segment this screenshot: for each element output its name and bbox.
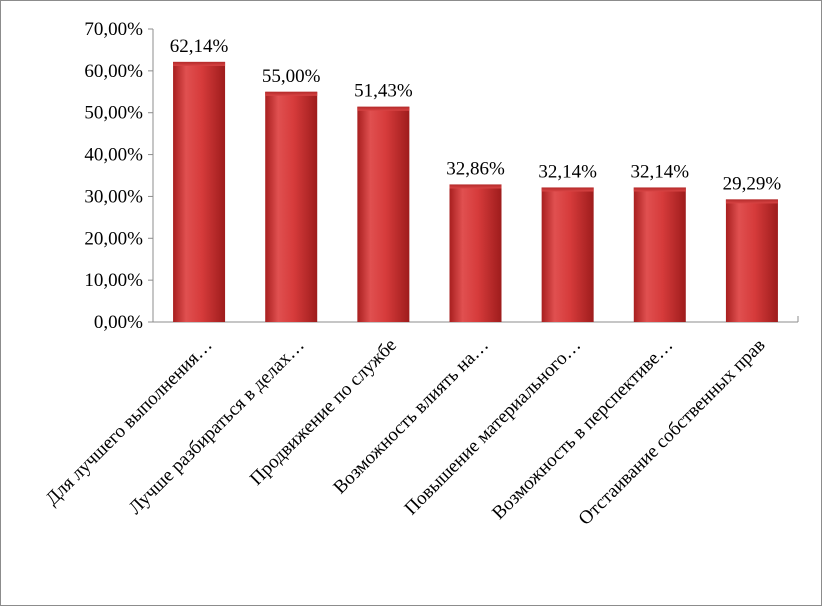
data-label: 32,86%: [446, 158, 505, 179]
bar: [173, 61, 226, 322]
y-tick-label: 60,00%: [84, 61, 143, 82]
y-tick-label: 40,00%: [84, 145, 143, 166]
data-label: 55,00%: [262, 66, 321, 87]
category-label: Возможность в перспективе…: [488, 335, 677, 524]
bar-top-bevel: [173, 61, 226, 66]
category-label: Повышение материального…: [401, 335, 586, 520]
data-label: 32,14%: [630, 161, 689, 182]
bar-top-bevel: [633, 187, 686, 192]
y-tick-label: 10,00%: [84, 270, 143, 291]
y-tick-label: 0,00%: [94, 312, 143, 333]
category-label: Возможность влиять на…: [329, 335, 493, 499]
bar: [633, 187, 686, 322]
bar: [725, 199, 778, 322]
bar-top-bevel: [357, 106, 410, 111]
y-tick-label: 20,00%: [84, 228, 143, 249]
y-tick-label: 70,00%: [84, 19, 143, 40]
category-label: Лучше разбираться в делах…: [125, 335, 309, 519]
bar: [449, 184, 502, 322]
category-label: Отстаивание собственных прав: [575, 335, 770, 530]
bar: [541, 187, 594, 322]
data-label: 51,43%: [354, 81, 413, 102]
y-tick-label: 50,00%: [84, 103, 143, 124]
category-label: Продвижение по службе: [246, 335, 401, 490]
bar: [357, 106, 410, 322]
bar-top-bevel: [265, 91, 318, 96]
data-label: 32,14%: [538, 161, 597, 182]
bar-top-bevel: [449, 184, 502, 189]
y-tick-label: 30,00%: [84, 186, 143, 207]
bar: [265, 91, 318, 323]
bar-top-bevel: [725, 199, 778, 204]
data-label: 62,14%: [170, 36, 229, 57]
bar-top-bevel: [541, 187, 594, 192]
data-label: 29,29%: [723, 173, 782, 194]
category-label: Для лучшего выполнения…: [42, 335, 217, 510]
